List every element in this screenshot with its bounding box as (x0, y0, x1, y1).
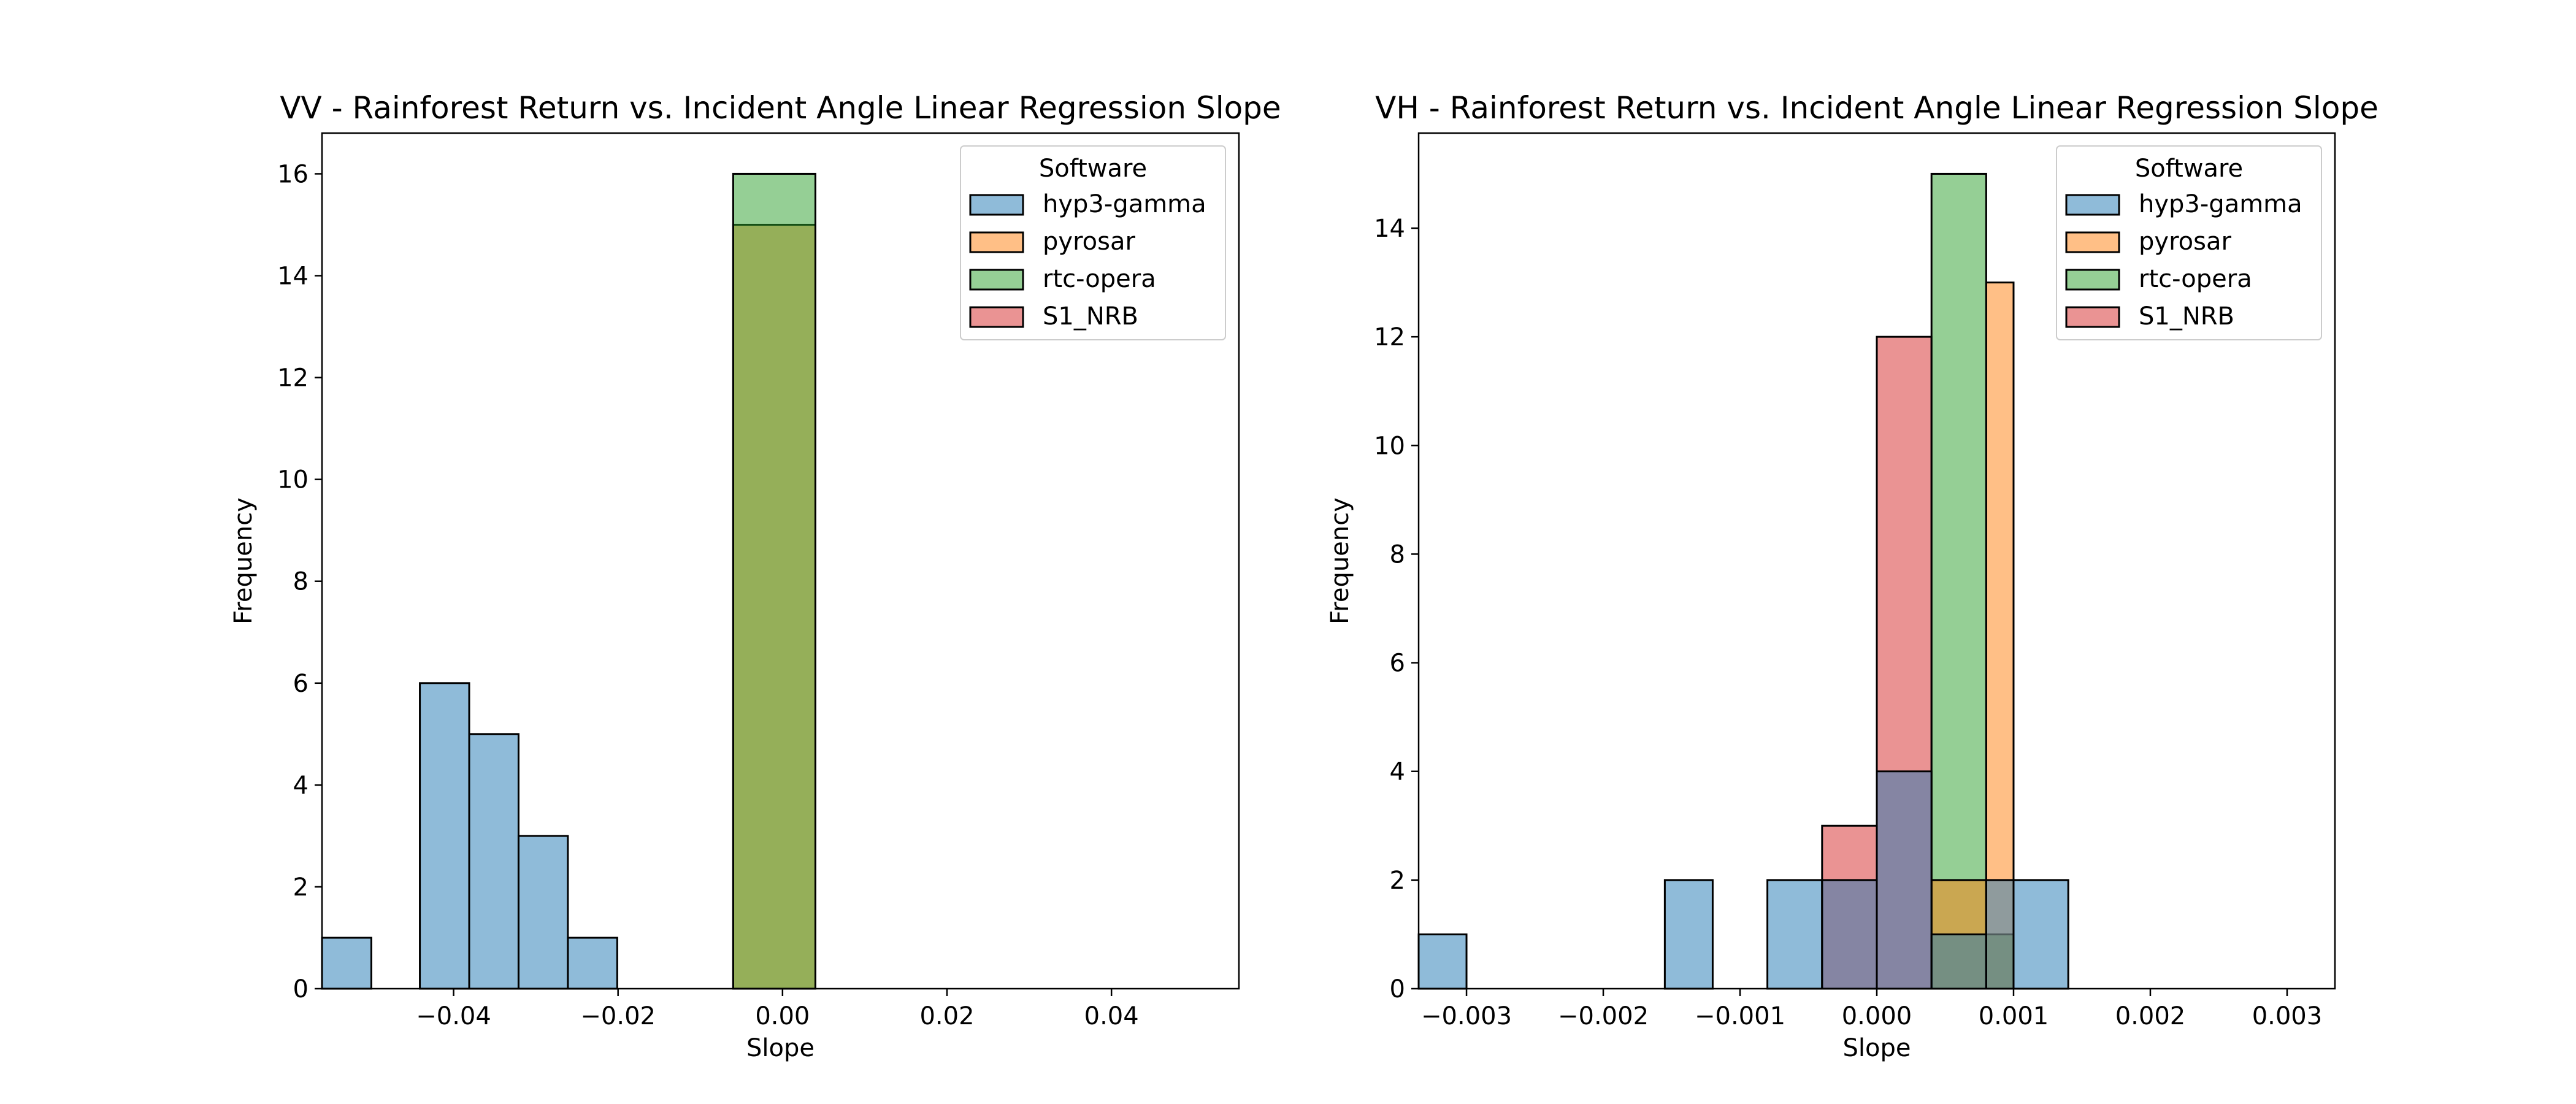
left-legend-box (960, 145, 1226, 340)
right-y-tick-label: 12 (1374, 323, 1405, 351)
right-x-tick-label: 0.000 (1842, 1002, 1912, 1030)
right-x-tick-label: 0.002 (2115, 1002, 2186, 1030)
left-legend-swatch-pyrosar (969, 231, 1024, 253)
left-histogram: VV - Rainforest Return vs. Incident Angl… (229, 90, 1281, 1062)
right-y-tick-label: 4 (1390, 758, 1405, 786)
right-legend-swatch-rtc-opera (2065, 269, 2120, 291)
left-y-tick-label: 4 (293, 772, 309, 800)
right-y-ticks: 0 2 4 6 8 10 12 14 (1374, 215, 1419, 1003)
right-legend: Software hyp3-gamma pyrosar rtc-opera S1_NR… (2056, 145, 2322, 340)
right-bar-rtc-opera-0 (1930, 172, 1987, 990)
left-y-tick-label: 2 (293, 873, 309, 902)
left-y-tick-label: 10 (277, 466, 309, 494)
left-chart-title: VV - Rainforest Return vs. Incident Angl… (280, 90, 1281, 126)
left-x-tick-label: 0.00 (755, 1002, 810, 1030)
left-bar-hyp3-gamma-0 (321, 937, 372, 990)
left-plot-frame (321, 132, 1240, 990)
left-legend-title: Software (1039, 155, 1147, 183)
left-legend-label-rtc-opera: rtc-opera (1043, 265, 1156, 293)
right-bar-hyp3-gamma-1 (1663, 879, 1714, 990)
left-legend-swatch-s1-nrb (969, 306, 1024, 328)
right-x-axis-label: Slope (1843, 1034, 1911, 1062)
right-legend-label-pyrosar: pyrosar (2139, 228, 2231, 256)
left-bar-hyp3-gamma-4 (517, 835, 569, 990)
left-x-ticks: −0.04 −0.02 0.00 0.02 0.04 (416, 989, 1139, 1030)
right-bar-hyp3-gamma-3 (1821, 879, 1878, 990)
right-y-tick-label: 14 (1374, 215, 1405, 243)
right-legend-title: Software (2135, 155, 2243, 183)
left-y-axis-label: Frequency (229, 497, 258, 624)
left-legend-label-hyp3-gamma: hyp3-gamma (1043, 190, 1206, 218)
left-y-tick-label: 14 (277, 263, 309, 291)
right-y-axis-label: Frequency (1326, 497, 1354, 624)
right-bars (1417, 172, 2069, 990)
left-legend: Software hyp3-gamma pyrosar rtc-opera S1_NR… (960, 145, 1226, 340)
left-x-tick-label: −0.04 (416, 1002, 491, 1030)
right-legend-entries: hyp3-gamma pyrosar rtc-opera S1_NRB (2065, 190, 2302, 331)
right-y-tick-label: 10 (1374, 432, 1405, 460)
left-x-tick-label: 0.02 (919, 1002, 974, 1030)
left-legend-swatch-rtc-opera (969, 269, 1024, 291)
left-y-tick-label: 6 (293, 670, 309, 698)
right-y-tick-label: 8 (1390, 540, 1405, 569)
left-y-tick-label: 0 (293, 975, 309, 1003)
right-legend-swatch-pyrosar (2065, 231, 2120, 253)
right-x-ticks: −0.003 −0.002 −0.001 0.000 0.001 0.002 0.003 (1421, 989, 2322, 1030)
left-y-ticks: 0 2 4 6 8 10 12 14 16 (277, 160, 322, 1003)
right-legend-box (2056, 145, 2322, 340)
right-bar-hyp3-gamma-0 (1417, 933, 1468, 990)
right-legend-swatch-s1-nrb (2065, 306, 2120, 328)
right-legend-label-rtc-opera: rtc-opera (2139, 265, 2252, 293)
left-x-tick-label: −0.02 (580, 1002, 656, 1030)
right-y-tick-label: 0 (1390, 975, 1405, 1003)
right-legend-swatch-hyp3-gamma (2065, 194, 2120, 216)
left-y-tick-label: 12 (277, 364, 309, 393)
right-y-tick-label: 2 (1390, 867, 1405, 895)
right-y-tick-label: 6 (1390, 650, 1405, 678)
right-x-tick-label: −0.001 (1695, 1002, 1785, 1030)
left-legend-swatch-hyp3-gamma (969, 194, 1024, 216)
left-x-axis-label: Slope (746, 1034, 815, 1062)
right-bar-hyp3-gamma-7 (2012, 879, 2069, 990)
right-chart-title: VH - Rainforest Return vs. Incident Angl… (1375, 90, 2379, 126)
left-bar-hyp3-gamma-3 (468, 733, 519, 990)
left-x-tick-label: 0.04 (1084, 1002, 1139, 1030)
right-x-tick-label: 0.001 (1979, 1002, 2049, 1030)
right-legend-label-hyp3-gamma: hyp3-gamma (2139, 190, 2302, 218)
left-legend-label-s1-nrb: S1_NRB (1043, 302, 1138, 331)
right-plot-frame (1417, 132, 2336, 990)
right-bar-hyp3-gamma-4 (1876, 770, 1933, 990)
left-bars (321, 172, 816, 990)
right-x-tick-label: −0.003 (1421, 1002, 1512, 1030)
left-y-tick-label: 8 (293, 568, 309, 596)
right-histogram: VH - Rainforest Return vs. Incident Angl… (1326, 90, 2379, 1062)
left-bar-hyp3-gamma-5 (567, 937, 618, 990)
right-bar-hyp3-gamma-5 (1930, 933, 1987, 990)
left-legend-entries: hyp3-gamma pyrosar rtc-opera S1_NRB (969, 190, 1206, 331)
right-bar-pyrosar-1 (1985, 282, 2015, 990)
right-legend-label-s1-nrb: S1_NRB (2139, 302, 2234, 331)
right-bar-hyp3-gamma-2 (1766, 879, 1823, 990)
right-x-tick-label: −0.002 (1558, 1002, 1649, 1030)
left-bar-rtc-opera-0 (732, 172, 816, 990)
left-y-tick-label: 16 (277, 160, 309, 188)
right-bar-hyp3-gamma-6 (1985, 879, 2015, 990)
left-legend-label-pyrosar: pyrosar (1043, 228, 1135, 256)
right-x-tick-label: 0.003 (2252, 1002, 2323, 1030)
left-bar-hyp3-gamma-2 (419, 682, 470, 990)
